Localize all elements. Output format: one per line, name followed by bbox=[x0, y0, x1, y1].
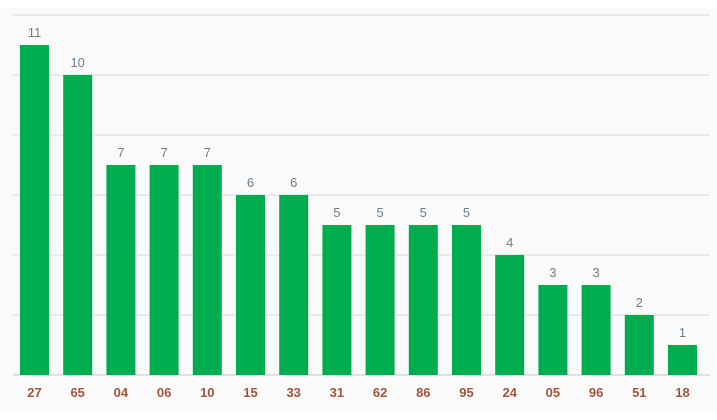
x-tick-label: 31 bbox=[330, 385, 344, 400]
x-tick-label: 65 bbox=[70, 385, 84, 400]
x-tick-label: 18 bbox=[675, 385, 689, 400]
x-tick-label: 33 bbox=[286, 385, 300, 400]
value-label: 1 bbox=[679, 325, 686, 340]
value-label: 6 bbox=[247, 175, 254, 190]
x-tick-label: 05 bbox=[546, 385, 560, 400]
value-label: 6 bbox=[290, 175, 297, 190]
value-label: 5 bbox=[333, 205, 340, 220]
x-tick-label: 27 bbox=[27, 385, 41, 400]
x-tick-label: 10 bbox=[200, 385, 214, 400]
bar-31 bbox=[322, 225, 352, 375]
x-tick-label: 24 bbox=[502, 385, 517, 400]
value-label: 5 bbox=[376, 205, 383, 220]
value-label: 3 bbox=[549, 265, 556, 280]
bar-33 bbox=[279, 195, 309, 375]
bar-15 bbox=[236, 195, 265, 375]
bar-96 bbox=[581, 285, 611, 375]
value-label: 7 bbox=[117, 145, 124, 160]
bar-86 bbox=[408, 225, 438, 375]
bar-62 bbox=[365, 225, 395, 375]
bar-04 bbox=[106, 165, 136, 375]
x-tick-label: 04 bbox=[114, 385, 129, 400]
value-label: 5 bbox=[420, 205, 427, 220]
x-tick-label: 86 bbox=[416, 385, 430, 400]
bar-05 bbox=[538, 285, 568, 375]
x-tick-label: 06 bbox=[157, 385, 171, 400]
bar-18 bbox=[668, 345, 697, 375]
bar-27 bbox=[20, 45, 49, 375]
bar-51 bbox=[624, 315, 654, 375]
bar-24 bbox=[495, 255, 525, 375]
bar-10 bbox=[192, 165, 222, 375]
x-tick-label: 15 bbox=[243, 385, 257, 400]
x-tick-label: 62 bbox=[373, 385, 387, 400]
x-tick-label: 95 bbox=[459, 385, 473, 400]
value-label: 3 bbox=[592, 265, 599, 280]
bar-95 bbox=[452, 225, 481, 375]
x-tick-label: 51 bbox=[632, 385, 646, 400]
bar-06 bbox=[149, 165, 179, 375]
value-label: 7 bbox=[204, 145, 211, 160]
value-label: 11 bbox=[28, 25, 42, 40]
x-tick-label: 96 bbox=[589, 385, 603, 400]
value-label: 4 bbox=[506, 235, 513, 250]
value-label: 10 bbox=[70, 55, 84, 70]
value-label: 7 bbox=[160, 145, 167, 160]
value-label: 2 bbox=[636, 295, 643, 310]
value-label: 5 bbox=[463, 205, 470, 220]
bar-65 bbox=[63, 75, 93, 375]
